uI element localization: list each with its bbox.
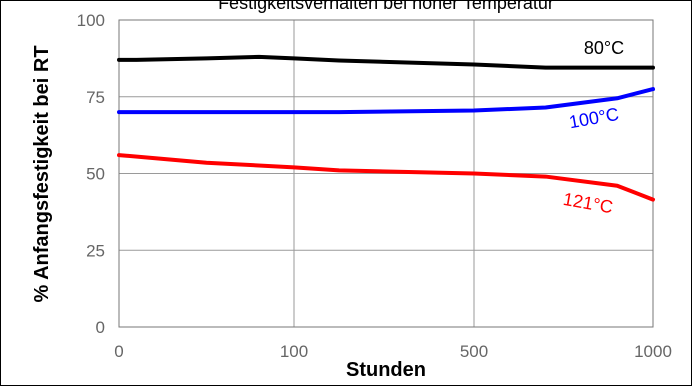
series-label-2: 100°C (567, 104, 620, 132)
series-point (472, 63, 476, 66)
series-point (117, 153, 121, 157)
y-tick-label: 25 (86, 241, 105, 260)
series-point (616, 97, 619, 100)
series-point (651, 198, 655, 201)
series-point (337, 111, 341, 114)
series-point (205, 111, 208, 114)
series-point (205, 57, 208, 60)
series-point (117, 58, 121, 62)
y-tick-label: 100 (77, 11, 105, 30)
x-axis-title: Stunden (346, 359, 426, 381)
label-layer: 80°C 100°C 121°C (562, 38, 625, 217)
series-point (544, 66, 547, 69)
series-point (616, 184, 619, 187)
series-point (472, 109, 476, 112)
chart-title: Festigkeitsverhalten bei hoher Temperatu… (218, 1, 554, 13)
series-label-3: 121°C (562, 189, 615, 217)
y-axis-title: % Anfangsfestigkeit bei RT (31, 45, 53, 302)
series-layer (117, 54, 655, 202)
y-tick-label: 75 (86, 88, 105, 107)
series-point (152, 157, 156, 160)
series-point (117, 111, 121, 114)
series-point (472, 172, 476, 175)
series-point (292, 111, 296, 114)
series-point (292, 57, 296, 60)
series-point (651, 66, 655, 69)
series-line-2 (117, 87, 655, 115)
series-point (337, 169, 341, 172)
x-tick-label: 100 (280, 342, 308, 361)
x-tick-label: 500 (460, 342, 488, 361)
series-point (135, 58, 138, 62)
y-tick-label: 50 (86, 165, 105, 184)
x-tick-label: 0 (114, 342, 123, 361)
series-point (292, 166, 296, 169)
plot-border (118, 19, 654, 328)
x-tick-label: 1000 (634, 342, 672, 361)
series-point (135, 111, 138, 114)
series-point (544, 106, 547, 109)
series-label-1: 80°C (584, 38, 624, 58)
series-point (651, 87, 655, 91)
series-point (205, 161, 208, 164)
series-point (337, 59, 341, 62)
y-tick-label: 0 (96, 318, 105, 337)
series-point (544, 175, 547, 178)
series-line-1 (117, 54, 655, 70)
series-point (257, 55, 261, 58)
